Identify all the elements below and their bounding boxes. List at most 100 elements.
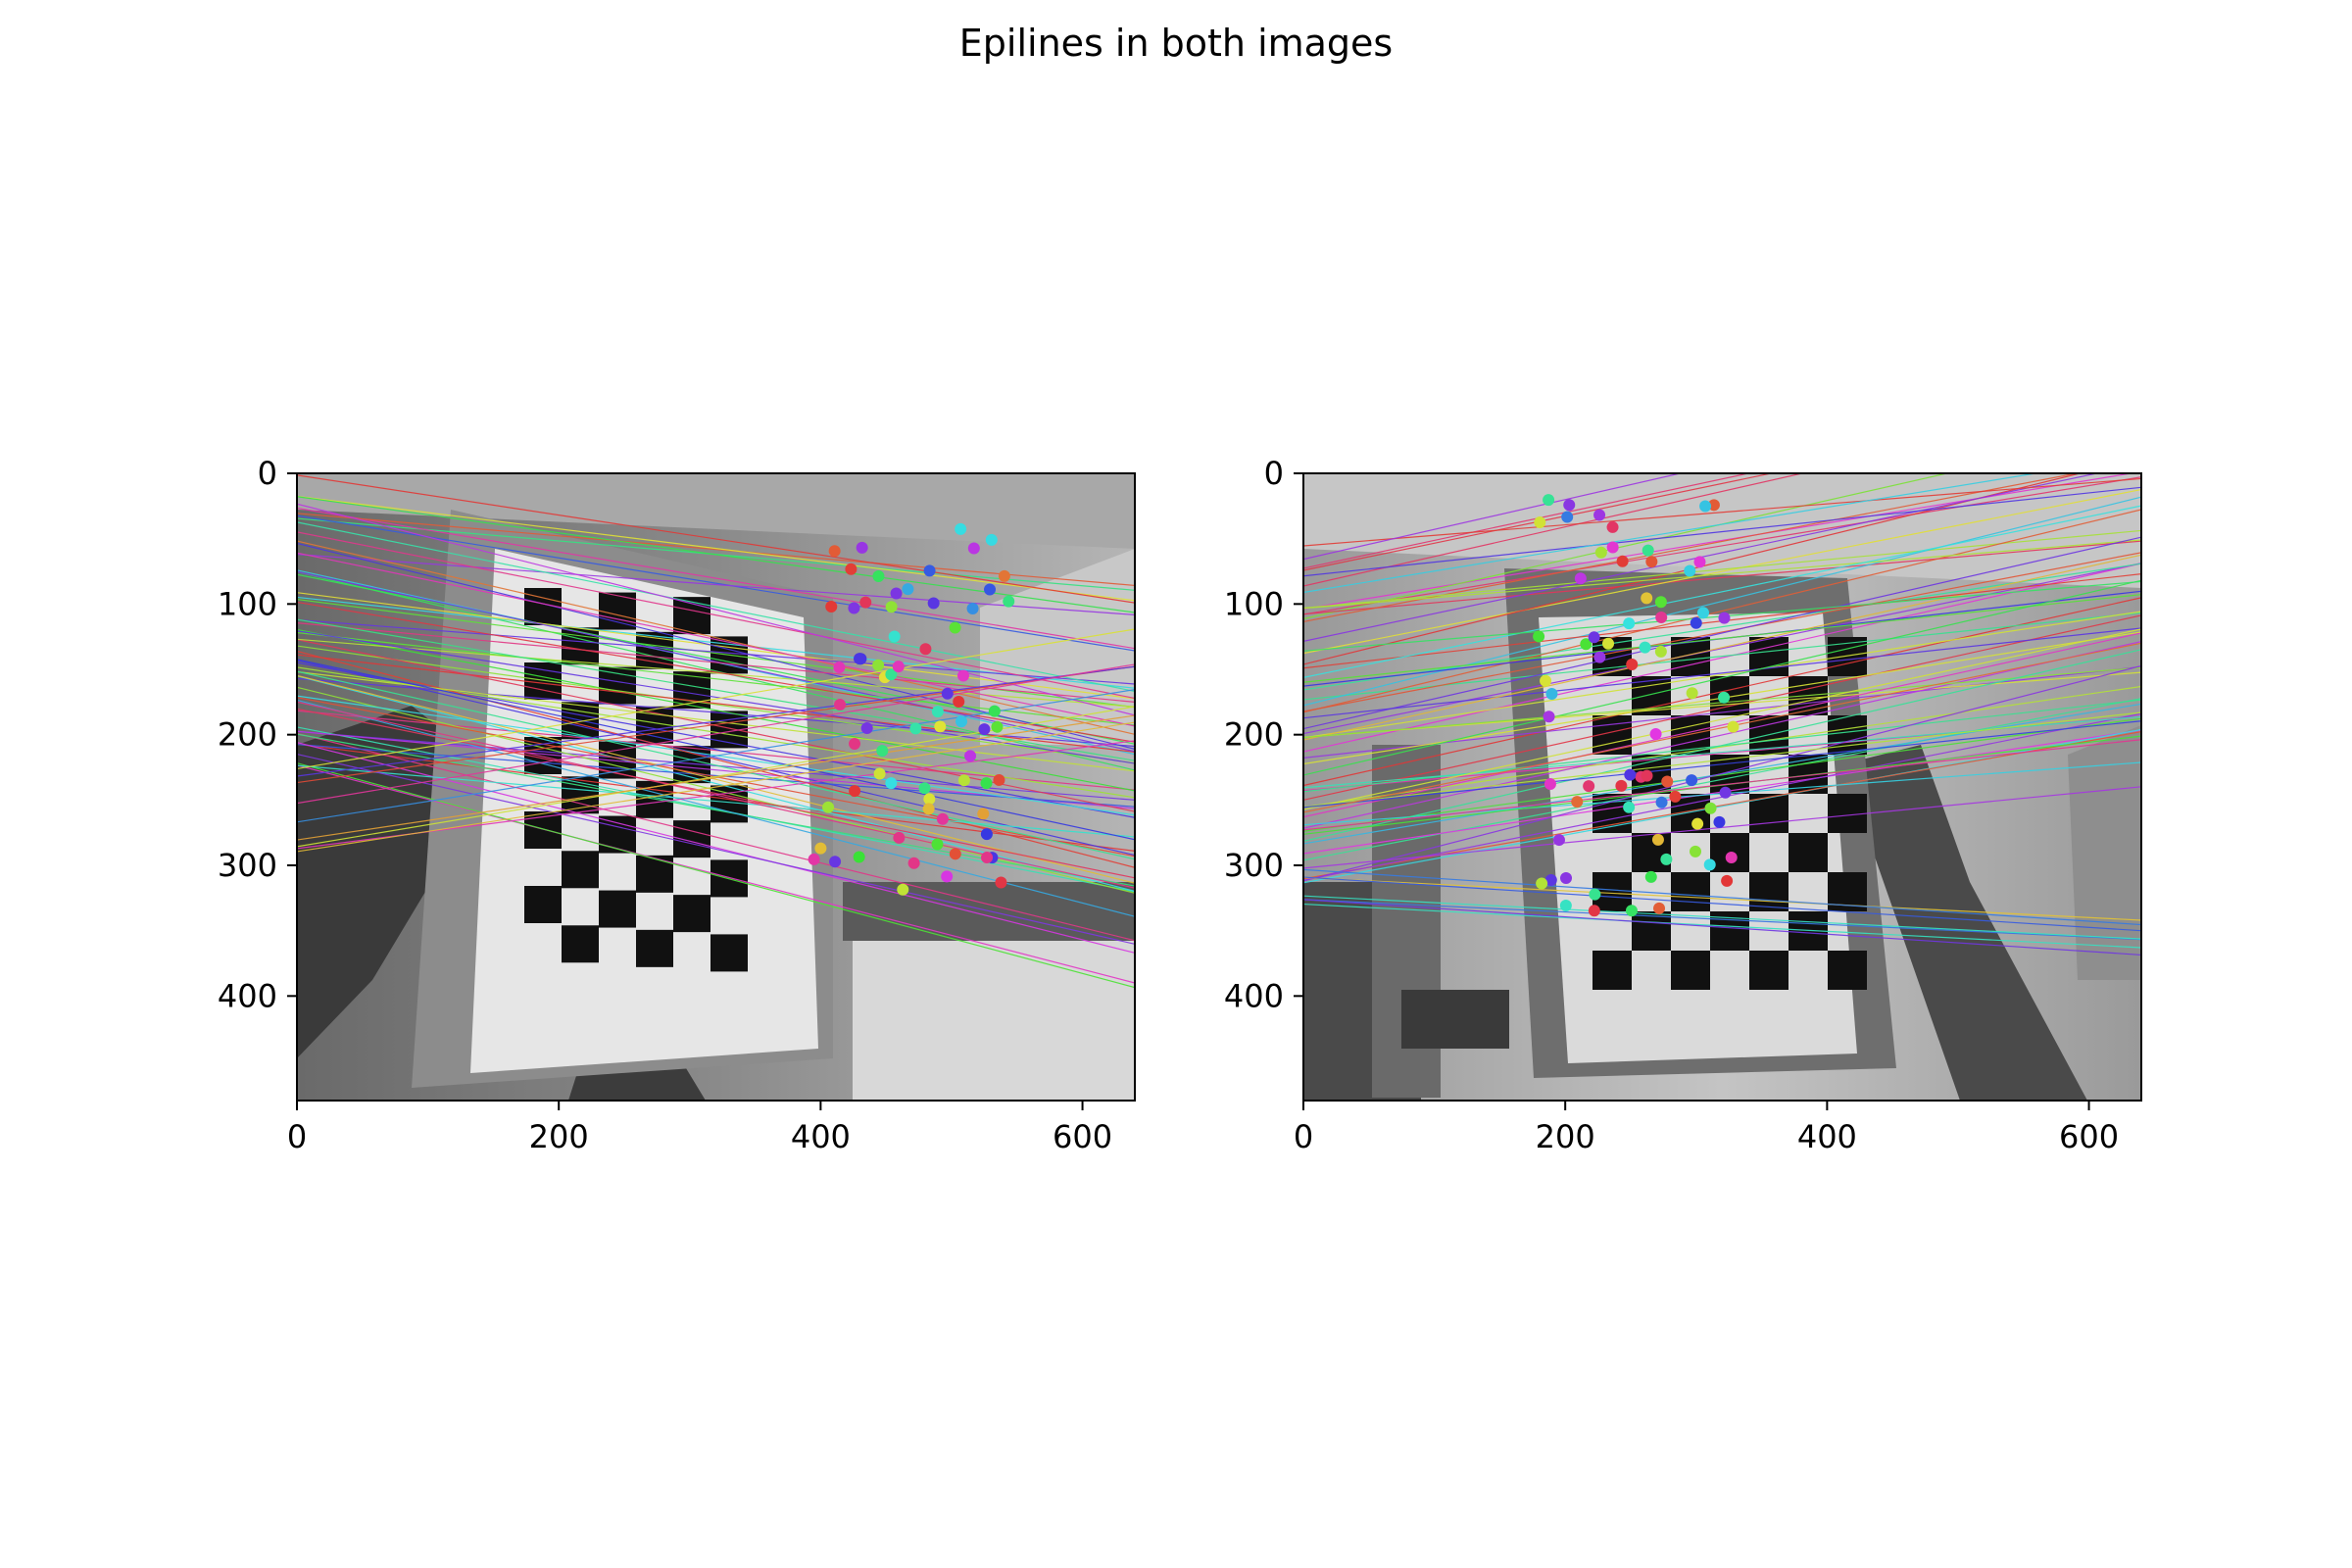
y-tick-label: 200 bbox=[218, 716, 277, 754]
keypoint bbox=[1690, 617, 1702, 629]
x-tick-label: 200 bbox=[529, 1118, 589, 1155]
checker-square bbox=[562, 851, 599, 888]
checker-square bbox=[599, 667, 636, 705]
keypoint bbox=[1561, 512, 1573, 523]
keypoint bbox=[854, 653, 865, 664]
keypoint bbox=[1540, 675, 1551, 687]
x-tick-label: 200 bbox=[1536, 1118, 1595, 1155]
checker-square bbox=[1828, 951, 1867, 990]
checker-square bbox=[710, 934, 748, 971]
checker-square bbox=[1671, 872, 1710, 911]
checker-square bbox=[673, 820, 710, 858]
keypoint bbox=[1652, 834, 1664, 846]
keypoint bbox=[953, 696, 964, 708]
keypoint bbox=[941, 870, 953, 882]
keypoint bbox=[1693, 556, 1705, 567]
keypoint bbox=[950, 848, 961, 859]
keypoint bbox=[993, 774, 1004, 786]
left-image-panel: 0 200 400 600 0 100 200 300 400 bbox=[218, 455, 1137, 1155]
y-tick-label: 0 bbox=[258, 455, 277, 492]
keypoint bbox=[1575, 572, 1587, 584]
keypoint bbox=[1593, 509, 1605, 520]
keypoint bbox=[928, 597, 940, 609]
keypoint bbox=[1563, 499, 1575, 511]
keypoint bbox=[1593, 652, 1605, 663]
keypoint bbox=[861, 722, 873, 734]
keypoint bbox=[1615, 780, 1627, 792]
checker-square bbox=[1749, 951, 1788, 990]
keypoint bbox=[1687, 687, 1698, 699]
keypoint bbox=[833, 662, 845, 673]
keypoint bbox=[1705, 803, 1717, 814]
keypoint bbox=[1543, 494, 1554, 506]
x-tick-label: 0 bbox=[1294, 1118, 1313, 1155]
keypoint bbox=[909, 722, 921, 734]
checker-square bbox=[1788, 833, 1828, 872]
keypoint bbox=[968, 543, 980, 555]
keypoint bbox=[822, 802, 834, 813]
keypoint bbox=[1623, 617, 1635, 629]
keypoint bbox=[923, 803, 935, 814]
keypoint bbox=[937, 813, 949, 825]
keypoint bbox=[1617, 556, 1629, 567]
keypoint bbox=[1650, 728, 1662, 740]
x-tick-label: 600 bbox=[1053, 1118, 1112, 1155]
checker-square bbox=[599, 816, 636, 854]
y-tick-label: 100 bbox=[218, 585, 277, 622]
keypoint bbox=[1545, 688, 1557, 700]
keypoint bbox=[999, 570, 1010, 582]
keypoint bbox=[891, 587, 903, 599]
keypoint bbox=[986, 534, 998, 546]
y-tick-label: 200 bbox=[1224, 716, 1284, 754]
keypoint bbox=[1595, 547, 1607, 559]
keypoint bbox=[1589, 631, 1600, 643]
keypoint bbox=[1718, 612, 1730, 624]
keypoint bbox=[977, 808, 989, 819]
keypoint bbox=[942, 688, 954, 700]
keypoint bbox=[924, 564, 936, 576]
keypoint bbox=[1655, 646, 1667, 658]
keypoint bbox=[1721, 875, 1733, 887]
keypoint bbox=[981, 828, 993, 840]
keypoint bbox=[1726, 852, 1738, 863]
keypoint bbox=[918, 782, 930, 794]
keypoint bbox=[1534, 516, 1545, 528]
keypoint bbox=[1626, 905, 1638, 916]
keypoint bbox=[1602, 638, 1614, 650]
keypoint bbox=[958, 774, 970, 786]
y-tick-label: 300 bbox=[1224, 847, 1284, 884]
keypoint bbox=[849, 785, 860, 797]
checker-square bbox=[1828, 715, 1867, 755]
checker-square bbox=[562, 925, 599, 962]
keypoint bbox=[1720, 787, 1732, 799]
checker-square bbox=[524, 886, 562, 923]
keypoint bbox=[1684, 565, 1695, 577]
keypoint bbox=[981, 852, 993, 863]
keypoint bbox=[854, 851, 865, 862]
keypoint bbox=[1560, 900, 1572, 911]
keypoint bbox=[1607, 542, 1619, 554]
keypoint bbox=[1626, 659, 1638, 670]
keypoint bbox=[1704, 858, 1716, 870]
x-tick-label: 400 bbox=[1797, 1118, 1857, 1155]
keypoint bbox=[964, 750, 976, 761]
keypoint bbox=[1653, 903, 1665, 914]
y-tick-label: 400 bbox=[218, 977, 277, 1014]
keypoint bbox=[1690, 846, 1701, 858]
y-tick-label: 100 bbox=[1224, 585, 1284, 622]
keypoint bbox=[991, 721, 1003, 733]
keypoint bbox=[1660, 854, 1672, 865]
keypoint bbox=[857, 542, 868, 554]
keypoint bbox=[1641, 770, 1652, 782]
keypoint bbox=[1589, 889, 1600, 901]
x-tick-label: 0 bbox=[287, 1118, 307, 1155]
keypoint bbox=[984, 583, 996, 595]
keypoint bbox=[1003, 596, 1014, 608]
keypoint bbox=[934, 720, 946, 732]
keypoint bbox=[989, 706, 1001, 717]
keypoint bbox=[1699, 501, 1711, 513]
keypoint bbox=[1624, 769, 1636, 781]
keypoint bbox=[919, 643, 931, 655]
keypoint bbox=[848, 603, 859, 614]
